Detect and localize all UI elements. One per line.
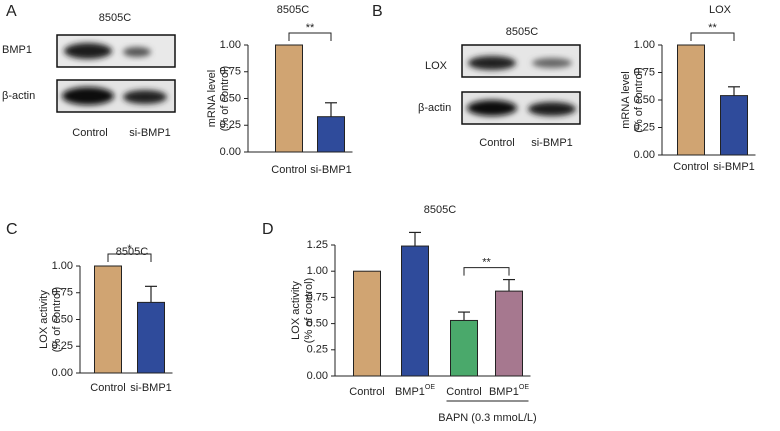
- x-tick-label: BMP1OE: [489, 384, 529, 398]
- category-superscript: OE: [425, 384, 435, 391]
- significance-label: **: [482, 256, 491, 268]
- x-tick-label: Control: [349, 386, 384, 398]
- category-label: Control: [673, 161, 708, 173]
- x-tick-label: BMP1OE: [395, 384, 435, 398]
- y-axis-label: LOX activity: [38, 290, 50, 349]
- blot-lane-label: Control: [72, 127, 107, 139]
- significance-label: **: [306, 22, 315, 34]
- y-tick-label: 0.50: [52, 313, 73, 325]
- blot-image: [461, 44, 581, 125]
- chart-title: 8505C: [116, 246, 148, 258]
- panel-letter: C: [6, 221, 18, 238]
- blot-row-label: β-actin: [2, 90, 35, 102]
- y-axis-label: (% of control): [633, 67, 645, 132]
- y-tick-label: 1.00: [52, 260, 73, 272]
- x-tick-label: Control: [90, 382, 125, 394]
- x-tick-label: si-BMP1: [310, 164, 352, 176]
- y-axis-label: (% of control): [51, 287, 63, 352]
- y-tick-label: 0.50: [220, 92, 241, 104]
- error-bar: [145, 285, 157, 303]
- category-label: Control: [349, 386, 384, 398]
- significance-bracket: [107, 253, 152, 262]
- bar: [495, 290, 523, 377]
- y-tick-label: 1.25: [307, 239, 328, 251]
- panel-letter: B: [372, 3, 383, 20]
- y-tick-label: 1.00: [307, 265, 328, 277]
- x-tick-label: Control: [673, 161, 708, 173]
- bar: [317, 116, 345, 153]
- blot-title: 8505C: [506, 26, 538, 38]
- blot-lane-label: si-BMP1: [129, 127, 171, 139]
- y-tick-label: 0.25: [220, 119, 241, 131]
- bar: [677, 44, 705, 156]
- error-bar: [325, 102, 337, 117]
- significance-bracket: [690, 32, 735, 41]
- panel-letter: D: [262, 221, 274, 238]
- bar: [450, 319, 478, 377]
- blot-row-label: β-actin: [418, 102, 451, 114]
- y-tick-label: 0.75: [634, 66, 655, 78]
- bar: [94, 265, 122, 374]
- error-bar: [728, 86, 740, 96]
- category-label: BMP1: [489, 386, 519, 398]
- y-axis-label: (% of control): [219, 66, 231, 131]
- bar: [720, 95, 748, 156]
- chart-title: LOX: [709, 4, 732, 16]
- significance-label: **: [708, 22, 717, 34]
- significance-bracket: [288, 32, 332, 41]
- y-axis-label: (% of control): [303, 278, 315, 343]
- y-tick-label: 0.75: [220, 66, 241, 78]
- category-label: si-BMP1: [310, 164, 352, 176]
- y-tick-label: 0.75: [52, 287, 73, 299]
- y-tick-label: 0.25: [52, 340, 73, 352]
- significance-label: *: [127, 243, 132, 255]
- y-tick-label: 0.25: [634, 121, 655, 133]
- y-axis-label: mRNA level: [206, 70, 218, 127]
- error-bar: [503, 278, 515, 292]
- panel-letter: A: [6, 3, 17, 20]
- y-tick-label: 1.00: [220, 39, 241, 51]
- blot-lane-label: si-BMP1: [531, 137, 573, 149]
- y-tick-label: 0.00: [220, 146, 241, 158]
- x-tick-label: Control: [271, 164, 306, 176]
- y-axis-label: mRNA level: [620, 71, 632, 128]
- y-axis-label: LOX activity: [290, 281, 302, 340]
- category-label: Control: [90, 382, 125, 394]
- chart-title: 8505C: [424, 204, 456, 216]
- y-tick-label: 0.50: [634, 94, 655, 106]
- bar: [137, 301, 165, 374]
- blot-row-label: LOX: [425, 60, 448, 72]
- blot-title: 8505C: [99, 12, 131, 24]
- category-label: Control: [271, 164, 306, 176]
- blot-image: [56, 34, 176, 113]
- error-bar: [409, 231, 421, 247]
- y-tick-label: 0.75: [307, 291, 328, 303]
- error-bar: [458, 311, 470, 321]
- y-tick-label: 1.00: [634, 39, 655, 51]
- chart-title: 8505C: [277, 4, 309, 16]
- group-label: BAPN (0.3 mmoL/L): [438, 412, 536, 424]
- y-tick-label: 0.00: [634, 149, 655, 161]
- blot-row-label: BMP1: [2, 44, 32, 56]
- category-label: si-BMP1: [713, 161, 755, 173]
- x-tick-label: si-BMP1: [130, 382, 172, 394]
- category-label: Control: [446, 386, 481, 398]
- y-tick-label: 0.00: [307, 370, 328, 382]
- y-tick-label: 0.00: [52, 367, 73, 379]
- significance-bracket: [463, 267, 510, 276]
- y-tick-label: 0.50: [307, 318, 328, 330]
- blot-lane-label: Control: [479, 137, 514, 149]
- bar: [401, 245, 429, 377]
- bar: [353, 270, 381, 377]
- y-tick-label: 0.25: [307, 344, 328, 356]
- x-tick-label: si-BMP1: [713, 161, 755, 173]
- x-tick-label: Control: [446, 386, 481, 398]
- category-label: si-BMP1: [130, 382, 172, 394]
- category-label: BMP1: [395, 386, 425, 398]
- category-superscript: OE: [519, 384, 529, 391]
- bar: [275, 44, 303, 153]
